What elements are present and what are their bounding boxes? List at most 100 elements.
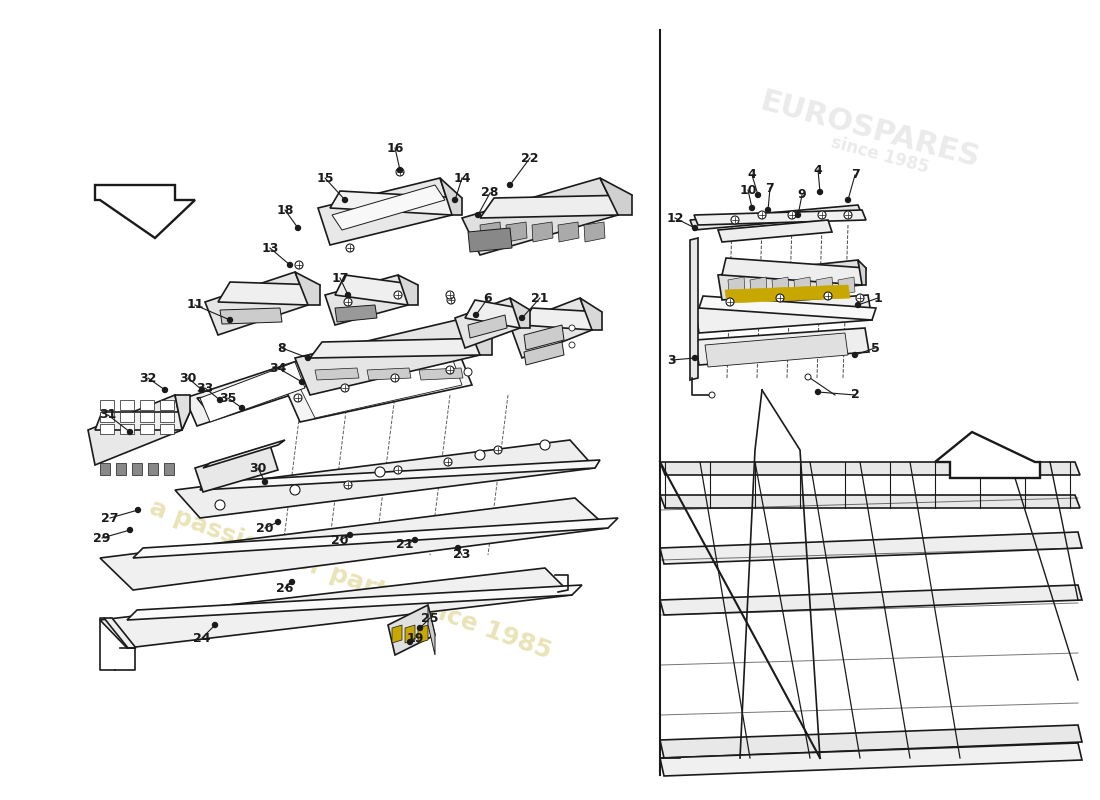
Polygon shape [120, 400, 134, 410]
Polygon shape [100, 400, 114, 410]
Circle shape [199, 387, 205, 393]
Circle shape [710, 392, 715, 398]
Polygon shape [440, 178, 462, 215]
Polygon shape [148, 463, 158, 475]
Polygon shape [205, 272, 308, 335]
Polygon shape [455, 298, 520, 348]
Text: 22: 22 [521, 151, 539, 165]
Polygon shape [295, 318, 480, 395]
Text: 23: 23 [453, 549, 471, 562]
Polygon shape [510, 298, 592, 358]
Polygon shape [772, 277, 789, 295]
Circle shape [452, 198, 458, 202]
Circle shape [341, 384, 349, 392]
Polygon shape [195, 445, 278, 492]
Circle shape [844, 211, 852, 219]
Circle shape [397, 167, 403, 173]
Polygon shape [660, 725, 1082, 758]
Polygon shape [200, 460, 600, 490]
Polygon shape [330, 191, 462, 215]
Text: 30: 30 [179, 371, 197, 385]
Circle shape [446, 291, 454, 299]
Text: 13: 13 [262, 242, 278, 254]
Text: EUROSPARES: EUROSPARES [757, 86, 983, 174]
Polygon shape [140, 412, 154, 422]
Text: 31: 31 [99, 409, 117, 422]
Circle shape [390, 374, 399, 382]
Circle shape [818, 211, 826, 219]
Polygon shape [220, 308, 282, 324]
Circle shape [475, 450, 485, 460]
Polygon shape [100, 412, 114, 422]
Polygon shape [465, 318, 492, 355]
Polygon shape [204, 440, 285, 468]
Circle shape [294, 394, 302, 402]
Text: 7: 7 [850, 169, 859, 182]
Polygon shape [392, 625, 402, 643]
Circle shape [693, 355, 697, 361]
Circle shape [135, 507, 141, 513]
Polygon shape [95, 185, 195, 238]
Polygon shape [398, 275, 418, 305]
Polygon shape [558, 222, 579, 242]
Polygon shape [300, 352, 462, 418]
Polygon shape [838, 277, 855, 295]
Polygon shape [480, 222, 501, 242]
Polygon shape [133, 518, 618, 558]
Polygon shape [524, 342, 564, 365]
Circle shape [519, 315, 525, 321]
Polygon shape [694, 210, 866, 225]
Text: 12: 12 [667, 211, 684, 225]
Circle shape [805, 374, 811, 380]
Polygon shape [367, 368, 411, 380]
Polygon shape [100, 424, 114, 434]
Polygon shape [295, 272, 320, 305]
Circle shape [128, 430, 132, 434]
Polygon shape [660, 462, 1080, 475]
Circle shape [475, 213, 481, 218]
Polygon shape [600, 178, 632, 215]
Circle shape [693, 226, 697, 230]
Circle shape [447, 296, 455, 304]
Polygon shape [318, 178, 452, 245]
Text: 5: 5 [870, 342, 879, 354]
Text: 34: 34 [270, 362, 287, 374]
Polygon shape [660, 743, 1082, 776]
Polygon shape [185, 360, 312, 426]
Polygon shape [120, 424, 134, 434]
Polygon shape [160, 424, 174, 434]
Circle shape [455, 546, 461, 550]
Polygon shape [197, 378, 320, 408]
Polygon shape [480, 195, 632, 218]
Circle shape [299, 379, 305, 385]
Circle shape [846, 198, 850, 202]
Polygon shape [858, 260, 866, 285]
Text: 30: 30 [250, 462, 266, 474]
Circle shape [128, 527, 132, 533]
Text: 20: 20 [331, 534, 349, 546]
Circle shape [507, 182, 513, 187]
Circle shape [240, 406, 244, 410]
Text: since 1985: since 1985 [829, 134, 931, 177]
Polygon shape [532, 222, 553, 242]
Polygon shape [794, 277, 811, 295]
Text: 4: 4 [748, 169, 757, 182]
Text: 33: 33 [197, 382, 213, 394]
Circle shape [287, 262, 293, 267]
Circle shape [218, 398, 222, 402]
Polygon shape [100, 463, 110, 475]
Polygon shape [160, 412, 174, 422]
Circle shape [296, 226, 300, 230]
Circle shape [342, 198, 348, 202]
Circle shape [344, 481, 352, 489]
Polygon shape [336, 305, 377, 322]
Circle shape [375, 467, 385, 477]
Polygon shape [690, 238, 698, 380]
Text: a passion for parts since 1985: a passion for parts since 1985 [145, 496, 554, 664]
Polygon shape [935, 432, 1040, 478]
Circle shape [407, 639, 412, 645]
Polygon shape [522, 308, 602, 330]
Polygon shape [315, 368, 359, 380]
Text: 4: 4 [814, 163, 823, 177]
Polygon shape [140, 400, 154, 410]
